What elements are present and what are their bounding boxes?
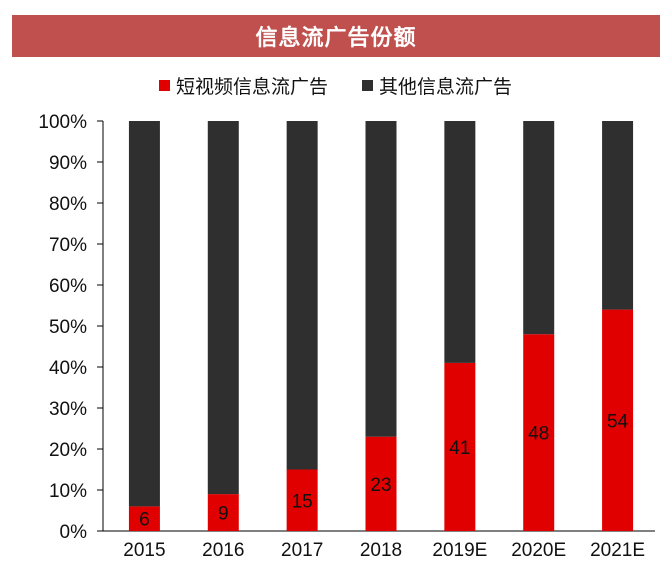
data-label: 54 — [607, 411, 629, 432]
data-label: 9 — [218, 504, 229, 525]
x-tick-label: 2015 — [123, 540, 165, 561]
chart-legend: 短视频信息流广告 其他信息流广告 — [0, 70, 671, 100]
data-label: 48 — [528, 424, 549, 445]
bar-segment-other — [128, 121, 160, 507]
data-label: 41 — [449, 438, 470, 459]
x-tick-label: 2019E — [432, 540, 487, 561]
bar-segment-short-video — [128, 506, 160, 531]
y-tick-label: 50% — [49, 317, 87, 338]
y-tick-label: 30% — [49, 399, 87, 420]
bar-segment-other — [286, 121, 318, 470]
legend-swatch-short-video — [158, 79, 170, 91]
y-tick-label: 90% — [49, 153, 87, 174]
y-tick-label: 100% — [38, 112, 87, 133]
y-tick-label: 40% — [49, 358, 87, 379]
bar-segment-short-video — [365, 436, 397, 531]
bar-segment-other — [207, 121, 239, 495]
legend-label-short-video: 短视频信息流广告 — [175, 75, 328, 98]
bar-segment-other — [365, 121, 397, 437]
legend-swatch-other — [362, 79, 373, 91]
y-tick-label: 70% — [49, 235, 87, 256]
data-label: 23 — [370, 475, 391, 496]
legend-item-short-video: 短视频信息流广告 — [158, 72, 328, 99]
bar-segment-short-video — [523, 334, 555, 531]
bar-segment-other — [444, 121, 476, 363]
y-tick-label: 60% — [49, 276, 87, 297]
bar-segment-short-video — [286, 469, 318, 531]
chart-title-bar: 信息流广告份额 — [12, 15, 660, 57]
legend-label-other: 其他信息流广告 — [379, 75, 513, 98]
x-tick-label: 2017 — [281, 540, 323, 561]
data-label: 6 — [139, 510, 150, 531]
y-tick-label: 0% — [60, 522, 88, 543]
x-tick-label: 2016 — [202, 540, 244, 561]
data-label: 15 — [292, 491, 313, 512]
y-tick-label: 80% — [49, 194, 87, 215]
bar-segment-other — [523, 121, 555, 335]
y-tick-label: 10% — [49, 481, 87, 502]
y-tick-label: 20% — [49, 440, 87, 461]
legend-item-other: 其他信息流广告 — [362, 72, 512, 99]
chart-title: 信息流广告份额 — [255, 26, 417, 51]
bar-segment-other — [602, 121, 634, 310]
x-tick-label: 2020E — [511, 540, 566, 561]
x-tick-label: 2021E — [590, 540, 645, 561]
bar-segment-short-video — [602, 309, 634, 531]
bar-segment-short-video — [444, 362, 476, 531]
x-tick-label: 2018 — [360, 540, 402, 561]
bar-segment-short-video — [207, 494, 239, 531]
